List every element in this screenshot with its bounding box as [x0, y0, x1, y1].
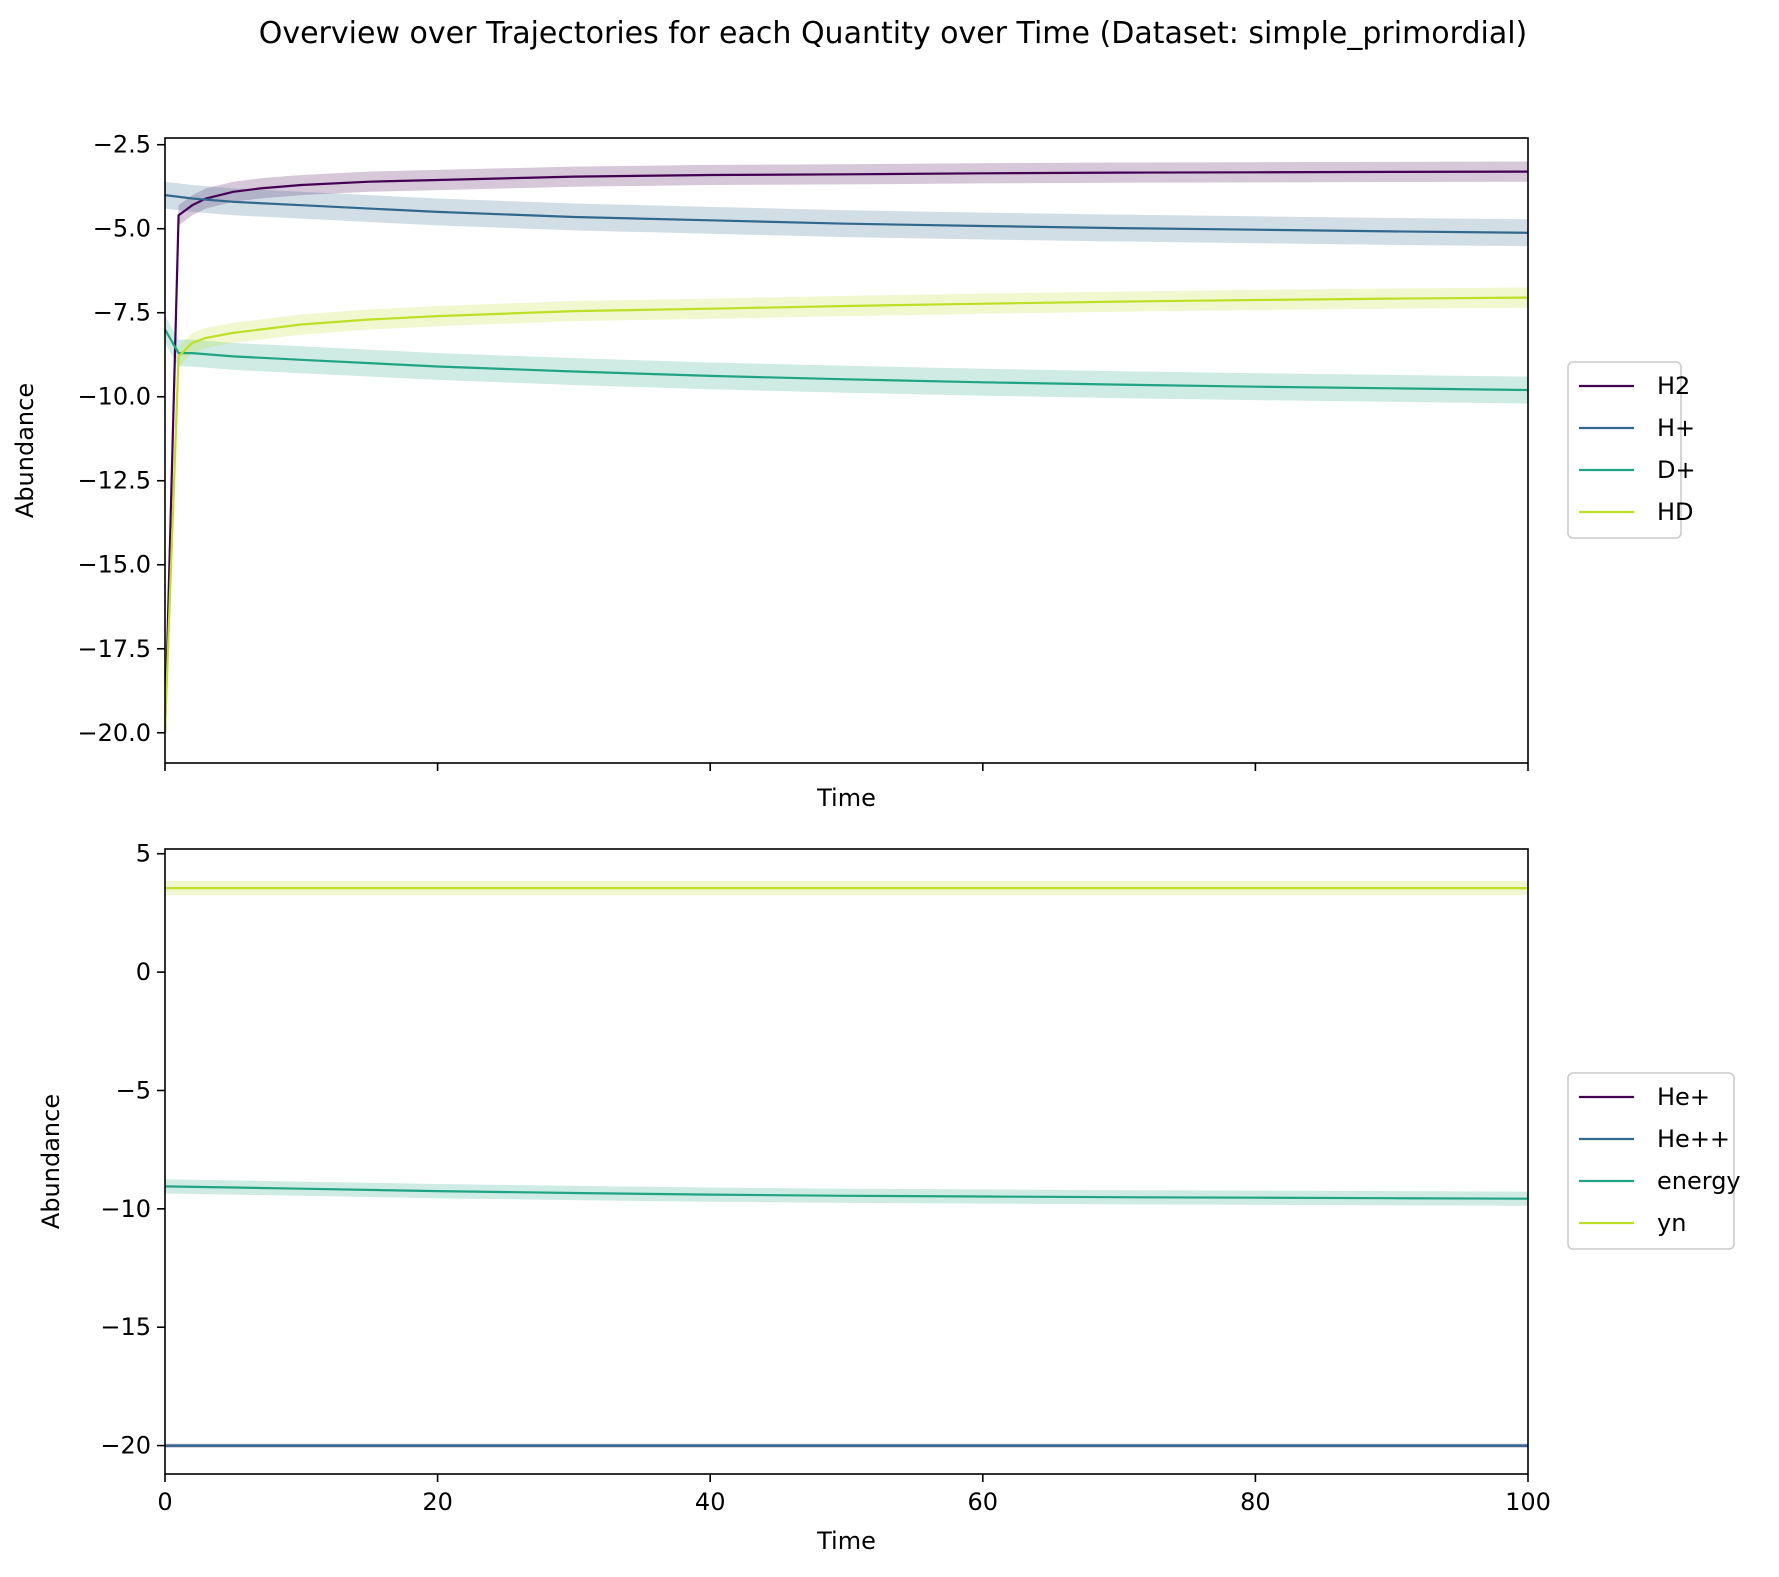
- legend-label-hplus: H+: [1657, 414, 1695, 442]
- y-tick-label: 5: [136, 840, 151, 868]
- band-hd: [165, 287, 1528, 743]
- y-tick-label: −10: [100, 1195, 151, 1223]
- x-tick-label: 80: [1240, 1488, 1271, 1516]
- plot-area: [165, 161, 1528, 743]
- y-tick-label: 0: [136, 958, 151, 986]
- x-tick-label: 20: [422, 1488, 453, 1516]
- legend: H2 H+ D+ HD: [1567, 361, 1696, 539]
- y-tick-label: −12.5: [77, 467, 151, 495]
- band-energy: [165, 1179, 1528, 1206]
- legend-label-energy: energy: [1657, 1167, 1741, 1195]
- legend-label-heplusplus: He++: [1657, 1125, 1730, 1153]
- legend-label-hd: HD: [1657, 498, 1694, 526]
- legend-label-h2: H2: [1657, 372, 1690, 400]
- legend: He+ He++ energy yn: [1567, 1072, 1741, 1250]
- y-tick-label: −2.5: [93, 131, 151, 159]
- band-dplus: [165, 316, 1528, 404]
- x-tick-label: 40: [695, 1488, 726, 1516]
- series-line-hd: [165, 296, 1528, 733]
- x-axis-label: Time: [816, 784, 876, 812]
- figure-title: Overview over Trajectories for each Quan…: [259, 16, 1528, 51]
- series-line-hplus: [165, 194, 1528, 234]
- legend-box: [1567, 361, 1682, 539]
- y-tick-label: −20: [100, 1432, 151, 1460]
- top-subplot: −2.5 −5.0 −7.5 −10.0 −12.5 −15.0 −17.5 −20.0 Tim…: [11, 131, 1696, 812]
- y-tick-label: −10.0: [77, 383, 151, 411]
- series-line-dplus: [165, 328, 1528, 392]
- x-tick-label: 0: [157, 1488, 172, 1516]
- series-line-h2: [165, 170, 1528, 733]
- y-axis-label: Abundance: [11, 383, 39, 518]
- y-axis-label: Abundance: [37, 1094, 65, 1229]
- y-tick-label: −5.0: [93, 215, 151, 243]
- legend-box: [1567, 1072, 1735, 1250]
- plot-area: [165, 881, 1528, 1448]
- y-tick-label: −17.5: [77, 635, 151, 663]
- y-tick-label: −15.0: [77, 551, 151, 579]
- x-axis-label: Time: [816, 1527, 876, 1555]
- y-tick-label: −20.0: [77, 719, 151, 747]
- x-tick-label: 60: [968, 1488, 999, 1516]
- axes-frame: [164, 137, 1529, 764]
- legend-label-heplus: He+: [1657, 1083, 1710, 1111]
- legend-label-dplus: D+: [1657, 456, 1696, 484]
- axes-frame: [164, 848, 1529, 1475]
- x-tick-label: 100: [1505, 1488, 1551, 1516]
- y-tick-label: −5: [116, 1076, 151, 1104]
- y-tick-label: −15: [100, 1313, 151, 1341]
- band-hplus: [165, 181, 1528, 247]
- series-line-energy: [165, 1185, 1528, 1200]
- bottom-subplot: 0 20 40 60 80 100 5 0 −5 −10 −15 −20 Time Abundance He…: [37, 840, 1741, 1555]
- legend-label-yn: yn: [1657, 1209, 1686, 1237]
- y-tick-label: −7.5: [93, 299, 151, 327]
